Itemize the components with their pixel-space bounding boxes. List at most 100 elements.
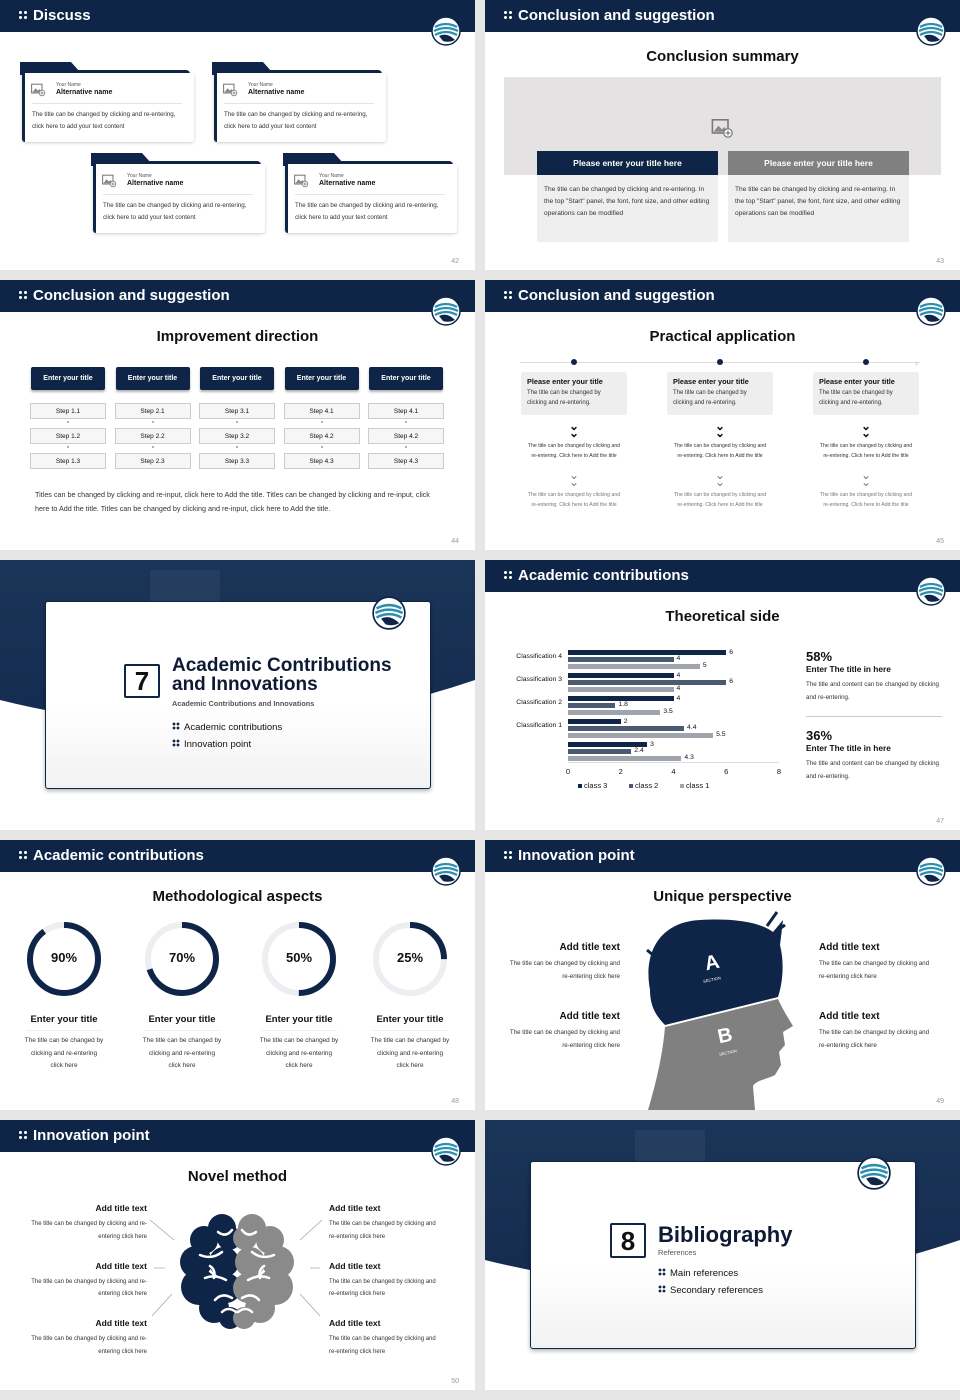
image-placeholder-icon xyxy=(30,81,46,97)
profile-card[interactable]: Your Name Alternative name The title can b… xyxy=(91,153,265,233)
grid-dots-icon xyxy=(503,850,513,860)
step-box[interactable]: Step 4.2 xyxy=(368,428,444,444)
progress-label: 25% xyxy=(396,950,424,965)
header-bar: Academic contributions xyxy=(0,840,475,872)
item-title: Add title text xyxy=(329,1203,381,1213)
step-box[interactable]: Step 4.1 xyxy=(368,403,444,419)
page-number: 42 xyxy=(451,258,459,265)
data-label: 4 xyxy=(676,655,681,663)
step-box[interactable]: Step 3.1 xyxy=(199,403,275,419)
data-label: 4 xyxy=(676,685,681,693)
header-title: Academic contributions xyxy=(503,567,689,584)
header-title-text: Innovation point xyxy=(518,847,635,864)
profile-card[interactable]: Your Name Alternative name The title can b… xyxy=(212,62,386,142)
step-box[interactable]: Step 1.1 xyxy=(30,403,106,419)
step-box[interactable]: Step 4.3 xyxy=(368,453,444,469)
section-card: 8 Bibliography References Main references Se… xyxy=(530,1156,916,1349)
card-small-label: Your Name xyxy=(56,82,81,88)
step-box[interactable]: Step 4.1 xyxy=(283,403,360,419)
info-box[interactable]: Please enter your title The title can be … xyxy=(521,372,627,415)
x-tick-label: 8 xyxy=(776,767,782,776)
step-text: The title can be changed by clicking and… xyxy=(527,492,621,508)
step-box[interactable]: Step 2.2 xyxy=(114,428,191,444)
paragraph: Titles can be changed by clicking and re… xyxy=(35,490,430,513)
grid-dots-icon xyxy=(18,1130,28,1140)
info-box[interactable]: Please enter your title The title can be … xyxy=(667,372,773,415)
data-label: 4 xyxy=(676,671,681,679)
bar[interactable] xyxy=(568,748,632,754)
connector-dot xyxy=(320,446,323,448)
data-label: 1.8 xyxy=(618,701,628,709)
slide-s43: Conclusion and suggestion 43 Conclusion su… xyxy=(485,0,960,270)
step-box[interactable]: Step 1.2 xyxy=(30,428,106,444)
item-text: The title can be changed by clicking and… xyxy=(329,1278,436,1298)
page-number: 43 xyxy=(936,258,944,265)
info-title: Please enter your title xyxy=(673,377,749,386)
item-text: The title can be changed by clicking and… xyxy=(329,1336,436,1355)
profile-card[interactable]: Your Name Alternative name The title can b… xyxy=(20,62,194,142)
section-item[interactable]: Academic contributions xyxy=(172,722,282,733)
grid-dots-icon xyxy=(172,722,180,730)
step-box[interactable]: Step 3.2 xyxy=(199,428,275,444)
image-placeholder-icon xyxy=(710,115,734,139)
stat-text: The title and content can be changed by … xyxy=(806,681,939,701)
bar[interactable] xyxy=(568,673,674,678)
step-box[interactable]: Step 3.3 xyxy=(199,453,275,469)
card-small-label: Your Name xyxy=(319,173,344,179)
item-title: Add title text xyxy=(559,942,620,953)
bar[interactable] xyxy=(568,725,685,731)
header-title: Innovation point xyxy=(503,847,635,864)
step-box[interactable]: Step 1.3 xyxy=(30,453,106,469)
chevron-down-icon: ⌄ ⌄ xyxy=(568,468,580,489)
step-box[interactable]: Step 2.1 xyxy=(114,403,191,419)
header-title-text: Conclusion and suggestion xyxy=(518,287,715,304)
info-box[interactable]: Please enter your title The title can be … xyxy=(813,372,919,415)
card-divider xyxy=(224,103,374,104)
logo-icon xyxy=(916,296,946,326)
grid-dots-icon xyxy=(172,739,180,747)
logo-icon xyxy=(431,16,461,46)
card-tab xyxy=(212,62,272,72)
stat-divider xyxy=(806,716,942,717)
section-item[interactable]: Innovation point xyxy=(172,739,251,750)
connector-dot xyxy=(151,446,154,448)
step-box[interactable]: Step 4.3 xyxy=(283,453,360,469)
bar[interactable] xyxy=(568,696,674,701)
legend-swatch xyxy=(578,784,582,788)
data-label: 6 xyxy=(729,678,734,686)
card-divider xyxy=(32,103,182,104)
data-label: 4.3 xyxy=(684,754,694,762)
bar[interactable] xyxy=(568,709,661,715)
bar[interactable] xyxy=(568,742,648,747)
chevron-down-icon: ⌄ ⌄ xyxy=(714,468,726,489)
item-title: Enter your title xyxy=(376,1014,444,1025)
profile-card[interactable]: Your Name Alternative name The title can b… xyxy=(283,153,457,233)
header-bar: Discuss xyxy=(0,0,475,32)
section-item[interactable]: Main references xyxy=(658,1268,738,1279)
step-box[interactable]: Step 4.2 xyxy=(283,428,360,444)
connector-dot xyxy=(236,446,238,448)
bar[interactable] xyxy=(568,702,616,708)
chevron-down-icon: ⌄ ⌄ xyxy=(714,419,726,440)
legend-item: class 3 xyxy=(578,781,607,790)
bar[interactable] xyxy=(568,663,700,669)
bar[interactable] xyxy=(568,719,621,724)
grid-dots-icon xyxy=(18,290,28,300)
bar[interactable] xyxy=(568,656,674,662)
card-tab-bar xyxy=(91,161,261,166)
bar[interactable] xyxy=(568,732,714,738)
legend-swatch xyxy=(680,784,684,788)
section-item[interactable]: Secondary references xyxy=(658,1285,763,1296)
bar[interactable] xyxy=(568,650,727,655)
logo-icon xyxy=(857,1156,891,1190)
bar[interactable] xyxy=(568,686,674,692)
bar[interactable] xyxy=(568,679,727,685)
page-number: 49 xyxy=(936,1098,944,1105)
column-title: Enter your title xyxy=(31,367,105,390)
item-text: The title can be changed by clicking and… xyxy=(370,1037,450,1069)
step-box[interactable]: Step 2.3 xyxy=(114,453,191,469)
info-text: The title can be changed by clicking and… xyxy=(819,390,893,406)
info-title: Please enter your title xyxy=(819,377,895,386)
grid-dots-icon xyxy=(18,850,28,860)
bar[interactable] xyxy=(568,755,682,761)
